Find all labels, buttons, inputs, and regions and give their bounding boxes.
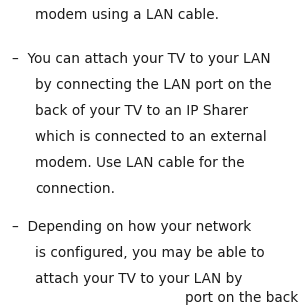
- Text: which is connected to an external: which is connected to an external: [35, 130, 267, 144]
- Text: modem using a LAN cable.: modem using a LAN cable.: [35, 8, 219, 22]
- Text: –  Depending on how your network: – Depending on how your network: [12, 220, 251, 234]
- Text: by connecting the LAN port on the: by connecting the LAN port on the: [35, 78, 272, 92]
- Text: connection.: connection.: [35, 182, 115, 196]
- Text: port on the back: port on the back: [185, 291, 298, 305]
- Text: attach your TV to your LAN by: attach your TV to your LAN by: [35, 272, 242, 286]
- Text: –  You can attach your TV to your LAN: – You can attach your TV to your LAN: [12, 52, 271, 66]
- Text: modem. Use LAN cable for the: modem. Use LAN cable for the: [35, 156, 244, 170]
- Text: back of your TV to an IP Sharer: back of your TV to an IP Sharer: [35, 104, 248, 118]
- Text: is configured, you may be able to: is configured, you may be able to: [35, 246, 265, 260]
